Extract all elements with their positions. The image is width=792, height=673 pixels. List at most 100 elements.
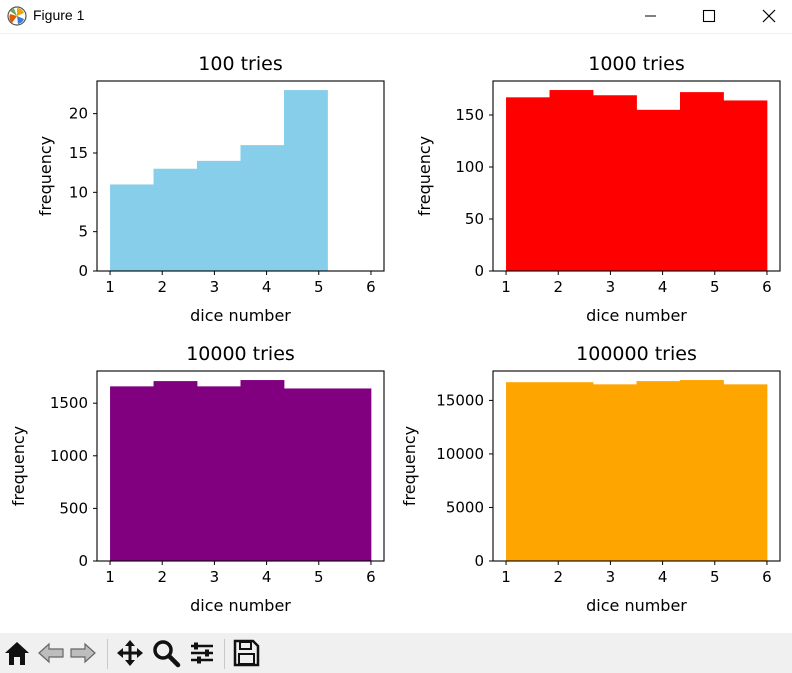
histogram-bar xyxy=(153,381,198,561)
histogram-bar xyxy=(240,145,285,271)
y-tick-label: 100 xyxy=(455,158,484,176)
histogram-bar xyxy=(723,384,768,561)
subplot-1: 1 2 3 4 5 6 0 5 10 15 20 100 tries dice number freque… xyxy=(36,53,385,325)
x-axis-label: dice number xyxy=(190,596,291,615)
histogram-bar xyxy=(283,388,328,561)
x-tick-label: 2 xyxy=(553,278,563,296)
pan-icon xyxy=(117,640,143,666)
x-tick-label: 4 xyxy=(658,278,668,296)
configure-subplots-button[interactable] xyxy=(187,638,219,670)
x-tick-label: 4 xyxy=(262,278,272,296)
histogram-bar xyxy=(506,97,550,271)
matplotlib-icon xyxy=(7,6,27,26)
minimize-button[interactable] xyxy=(628,0,674,33)
histogram-bar xyxy=(110,184,154,271)
histogram-bar xyxy=(549,382,594,561)
y-tick-label: 500 xyxy=(59,499,88,517)
y-tick-label: 20 xyxy=(69,105,88,123)
y-axis-label: frequency xyxy=(415,136,434,216)
save-icon xyxy=(233,639,260,667)
x-tick-label: 6 xyxy=(762,278,772,296)
configure-subplots-icon xyxy=(191,642,213,664)
forward-button[interactable] xyxy=(68,638,100,670)
pan-button[interactable] xyxy=(115,638,147,670)
maximize-button[interactable] xyxy=(686,0,732,33)
subplot-title: 100000 tries xyxy=(576,343,697,365)
y-tick-label: 150 xyxy=(455,106,484,124)
histogram-bar xyxy=(549,90,594,271)
x-tick-label: 2 xyxy=(157,278,167,296)
y-tick-label: 0 xyxy=(474,552,484,570)
y-tick-label: 50 xyxy=(465,210,484,228)
axes-frame xyxy=(96,370,385,562)
figure-canvas[interactable]: 1 2 3 4 5 6 0 5 10 15 20 100 tries dice number freque… xyxy=(0,34,792,633)
y-tick-label: 10000 xyxy=(436,445,484,463)
x-tick-label: 5 xyxy=(314,278,324,296)
y-tick-label: 5000 xyxy=(446,498,484,516)
x-tick-label: 1 xyxy=(105,278,115,296)
axes-frame xyxy=(96,80,385,272)
maximize-icon xyxy=(702,9,716,23)
y-tick-label: 0 xyxy=(474,262,484,280)
back-arrow-icon xyxy=(38,642,64,664)
x-tick-label: 4 xyxy=(658,568,668,586)
y-tick-label: 0 xyxy=(78,552,88,570)
histogram-bar xyxy=(593,95,637,271)
y-axis-label: frequency xyxy=(36,136,55,216)
save-button[interactable] xyxy=(231,638,263,670)
x-tick-label: 6 xyxy=(366,568,376,586)
x-tick-label: 3 xyxy=(210,568,220,586)
histogram-bar xyxy=(506,382,550,561)
x-tick-label: 5 xyxy=(710,278,720,296)
histogram-bar xyxy=(283,90,328,271)
x-tick-label: 4 xyxy=(262,568,272,586)
y-axis-label: frequency xyxy=(9,426,28,506)
back-button[interactable] xyxy=(36,638,68,670)
forward-arrow-icon xyxy=(70,642,96,664)
window-titlebar: Figure 1 xyxy=(0,0,792,34)
navigation-toolbar xyxy=(0,633,792,673)
x-tick-label: 3 xyxy=(606,278,616,296)
histogram-bar xyxy=(240,380,285,561)
zoom-icon xyxy=(153,640,181,668)
y-tick-label: 5 xyxy=(78,223,88,241)
x-tick-label: 1 xyxy=(501,278,511,296)
histogram-bar xyxy=(153,168,198,271)
x-axis-label: dice number xyxy=(586,306,687,325)
zoom-button[interactable] xyxy=(151,638,183,670)
histogram-bar xyxy=(197,160,241,271)
window-title: Figure 1 xyxy=(33,7,85,23)
subplot-title: 100 tries xyxy=(198,53,282,75)
subplot-4: 1 2 3 4 5 6 0 5000 10000 15000 100000 tries dice nu… xyxy=(400,343,781,615)
subplot-title: 10000 tries xyxy=(186,343,295,365)
histogram-bar xyxy=(679,92,724,271)
x-tick-label: 6 xyxy=(366,278,376,296)
x-tick-label: 2 xyxy=(553,568,563,586)
axes-frame xyxy=(492,80,781,272)
close-button[interactable] xyxy=(746,0,792,33)
y-tick-label: 1000 xyxy=(50,447,88,465)
histogram-bar xyxy=(636,109,681,271)
histogram-bar xyxy=(327,388,372,561)
y-tick-label: 15 xyxy=(69,144,88,162)
home-icon xyxy=(5,642,29,665)
x-axis-label: dice number xyxy=(190,306,291,325)
x-tick-label: 5 xyxy=(710,568,720,586)
toolbar-separator xyxy=(107,639,108,669)
subplot-title: 1000 tries xyxy=(588,53,685,75)
axes-frame xyxy=(492,370,781,562)
home-button[interactable] xyxy=(2,638,34,670)
x-tick-label: 1 xyxy=(501,568,511,586)
y-tick-label: 1500 xyxy=(50,394,88,412)
histogram-bar xyxy=(679,380,724,561)
x-tick-label: 6 xyxy=(762,568,772,586)
x-tick-label: 3 xyxy=(210,278,220,296)
y-tick-label: 15000 xyxy=(436,391,484,409)
histogram-bar xyxy=(110,386,154,561)
close-icon xyxy=(762,9,776,23)
x-tick-label: 5 xyxy=(314,568,324,586)
histogram-bar xyxy=(593,384,637,561)
minimize-icon xyxy=(645,15,656,17)
x-tick-label: 1 xyxy=(105,568,115,586)
